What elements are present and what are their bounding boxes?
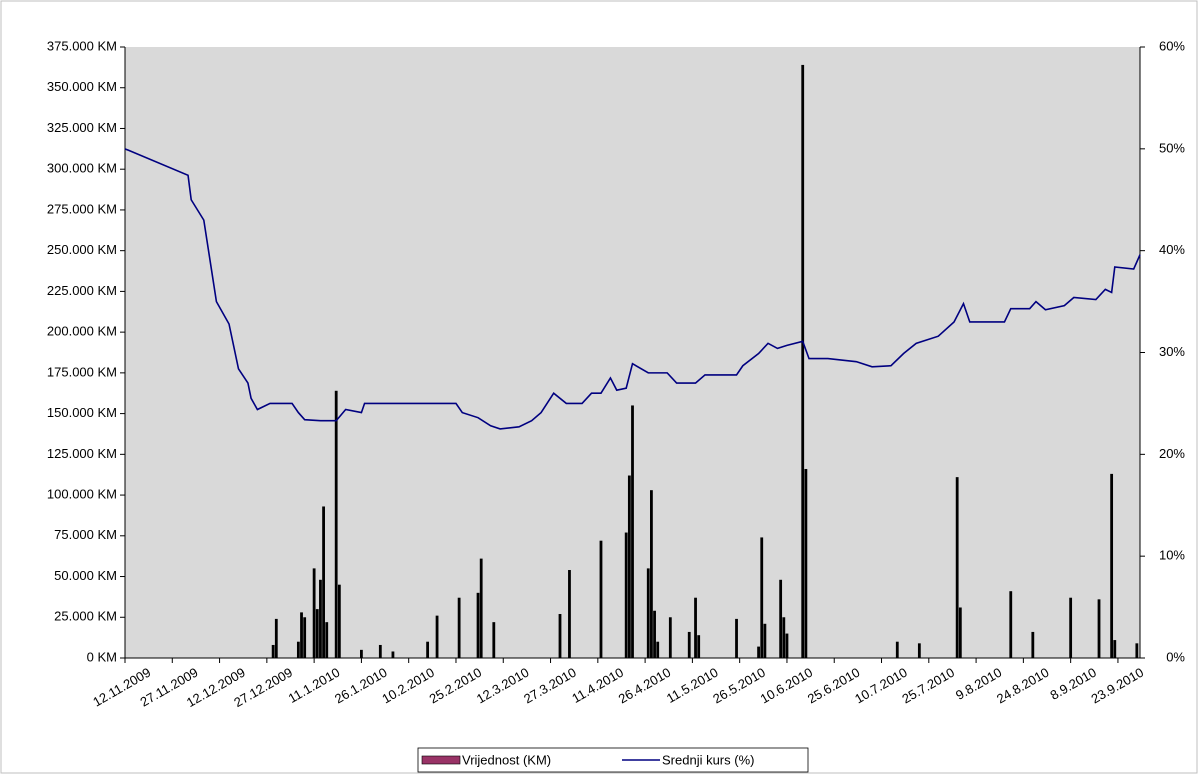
legend-box — [417, 747, 809, 773]
bar — [782, 617, 786, 658]
bar — [646, 568, 650, 658]
line — [124, 148, 1141, 430]
bar — [1031, 631, 1035, 658]
bar — [687, 631, 691, 658]
bar — [322, 506, 325, 658]
bar — [568, 570, 571, 658]
bar — [1113, 640, 1117, 658]
bar — [426, 641, 430, 658]
bar — [558, 614, 562, 658]
bar — [694, 597, 697, 658]
y-tick-label: 0 KM — [87, 649, 117, 664]
y-tick-label: 150.000 KM — [47, 405, 117, 420]
y2-tick-label: 60% — [1159, 38, 1185, 53]
y-tick-label: 375.000 KM — [47, 38, 117, 53]
legend-label: Vrijednost (KM) — [462, 752, 551, 767]
y-tick-label: 250.000 KM — [47, 242, 117, 257]
bar — [1135, 643, 1139, 658]
bar — [958, 607, 962, 658]
bar — [804, 468, 808, 658]
y2-tick-label: 50% — [1159, 140, 1185, 155]
y-tick-label: 325.000 KM — [47, 120, 117, 135]
bar — [457, 597, 461, 658]
legend: Vrijednost (KM) Srednji kurs (%) — [417, 747, 809, 773]
bar — [435, 615, 439, 658]
legend-label: Srednji kurs (%) — [662, 752, 754, 767]
y-tick-label: 225.000 KM — [47, 283, 117, 298]
bar — [479, 558, 483, 658]
y2-tick-label: 40% — [1159, 242, 1185, 257]
bar — [917, 643, 921, 658]
bar — [296, 641, 300, 658]
y-tick-label: 175.000 KM — [47, 364, 117, 379]
y2-tick-label: 20% — [1159, 446, 1185, 461]
bar — [360, 649, 363, 658]
bar — [303, 617, 307, 658]
bar — [895, 641, 899, 658]
y-tick-label: 125.000 KM — [47, 446, 117, 461]
bar — [476, 592, 480, 658]
bar — [312, 568, 316, 658]
bar — [391, 651, 395, 658]
bar — [757, 646, 760, 658]
y-tick-label: 200.000 KM — [47, 324, 117, 339]
bar — [1097, 599, 1101, 658]
bar — [631, 405, 634, 658]
y2-tick-label: 10% — [1159, 548, 1185, 563]
bar — [650, 490, 653, 658]
bar — [300, 612, 303, 658]
y-tick-label: 25.000 KM — [54, 609, 117, 624]
y-tick-label: 100.000 KM — [47, 487, 117, 502]
bar — [779, 579, 783, 658]
y-tick-label: 50.000 KM — [54, 568, 117, 583]
bar — [271, 644, 275, 658]
bar — [735, 618, 738, 658]
y-tick-label: 300.000 KM — [47, 161, 117, 176]
y2-tick-label: 0% — [1166, 649, 1185, 664]
bar — [337, 584, 341, 658]
bar — [319, 579, 322, 658]
bar — [624, 532, 628, 658]
bar — [760, 537, 764, 658]
bar — [627, 475, 631, 658]
bar — [955, 477, 959, 658]
bar — [315, 609, 319, 658]
bar — [653, 610, 656, 658]
bar — [274, 618, 278, 658]
bar — [334, 390, 338, 658]
bar — [785, 633, 789, 658]
legend-swatch — [421, 755, 461, 765]
bar — [599, 540, 603, 658]
y-tick-label: 350.000 KM — [47, 79, 117, 94]
y-tick-label: 275.000 KM — [47, 201, 117, 216]
bar — [1069, 597, 1073, 658]
bar — [492, 622, 496, 658]
bar — [1009, 591, 1013, 658]
bar — [763, 623, 767, 658]
bar — [697, 635, 701, 658]
y2-tick-label: 30% — [1159, 344, 1185, 359]
y-tick-label: 75.000 KM — [54, 527, 117, 542]
bar — [801, 64, 805, 658]
bar — [1110, 473, 1114, 658]
bar — [325, 622, 329, 658]
bar — [656, 641, 660, 658]
bar — [668, 617, 672, 658]
bar — [378, 644, 382, 658]
